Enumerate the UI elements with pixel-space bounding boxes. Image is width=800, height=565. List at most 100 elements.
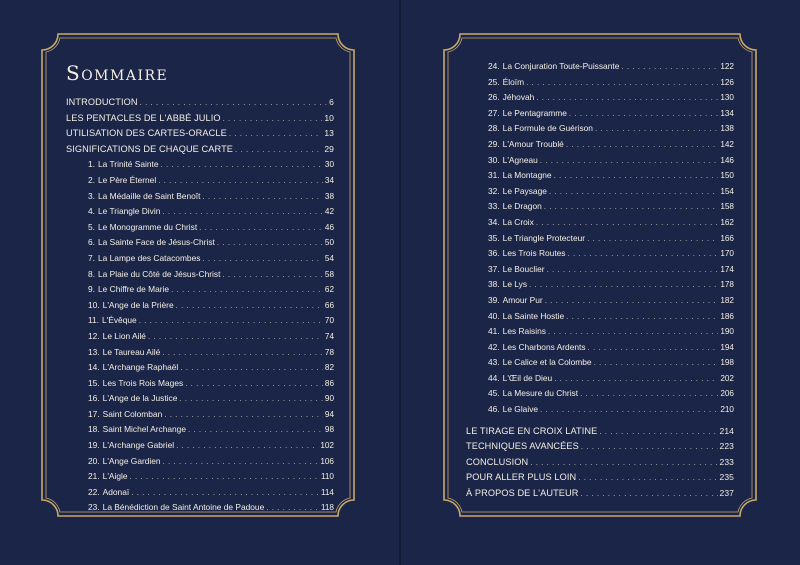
toc-card-entry[interactable]: 42. Les Charbons Ardents. . . . . . . . .… [466,340,734,356]
toc-card-entry[interactable]: 13. Le Taureau Ailé. . . . . . . . . . . … [66,345,334,361]
entry-number: 24. [488,61,500,71]
toc-card-entry[interactable]: 2. Le Père Éternel. . . . . . . . . . . .… [66,173,334,189]
toc-card-entry[interactable]: 26. Jéhovah. . . . . . . . . . . . . . . … [466,90,734,106]
toc-card-entry[interactable]: 12. Le Lion Ailé. . . . . . . . . . . . .… [66,329,334,345]
toc-card-entry[interactable]: 15. Les Trois Rois Mages. . . . . . . . .… [66,376,334,392]
entry-title: Le Lys [502,279,528,290]
toc-section-entry[interactable]: LE TIRAGE EN CROIX LATINE. . . . . . . .… [466,424,734,440]
page-number: 146 [720,155,734,165]
toc-card-entry[interactable]: 44. L'Œil de Dieu. . . . . . . . . . . . … [466,371,734,387]
entry-label: 13. Le Taureau Ailé [88,345,160,361]
toc-card-entry[interactable]: 31. La Montagne. . . . . . . . . . . . . … [466,168,734,184]
toc-card-entry[interactable]: 10. L'Ange de la Prière. . . . . . . . . … [66,298,334,314]
toc-card-entry[interactable]: 9. Le Chiffre de Marie. . . . . . . . . .… [66,282,334,298]
page-number: 166 [720,233,734,243]
toc-section-entry[interactable]: CONCLUSION. . . . . . . . . . . . . . . … [466,455,734,471]
dot-leader: . . . . . . . . . . . . . . . . . . . . … [594,124,718,134]
page-number: 122 [720,62,734,71]
entry-number: 19. [88,440,100,451]
dot-leader: . . . . . . . . . . . . . . . . . . . . … [162,347,323,357]
dot-leader: . . . . . . . . . . . . . . . . . . . . … [543,202,719,212]
entry-title: Les Raisins [502,326,546,337]
toc-card-entry[interactable]: 45. La Mesure du Christ. . . . . . . . . … [466,386,734,402]
page-number: 54 [324,253,334,263]
toc-card-entry[interactable]: 35. Le Triangle Protecteur. . . . . . . .… [466,231,734,247]
toc-card-entry[interactable]: 21. L'Aigle. . . . . . . . . . . . . . . … [66,469,334,485]
toc-section-entry[interactable]: TECHNIQUES AVANCÉES. . . . . . . . . . .… [466,439,734,455]
toc-card-entry[interactable]: 8. La Plaie du Côté de Jésus-Christ. . . … [66,267,334,283]
toc-card-entry[interactable]: 7. La Lampe des Catacombes. . . . . . . .… [66,251,334,267]
toc-card-entry[interactable]: 11. L'Évêque. . . . . . . . . . . . . . .… [66,313,334,329]
toc-card-entry[interactable]: 27. Le Pentagramme. . . . . . . . . . . .… [466,106,734,122]
entry-label: 5. Le Monogramme du Christ [88,220,197,236]
toc-card-entry[interactable]: 40. La Sainte Hostie. . . . . . . . . . .… [466,309,734,325]
toc-card-entry[interactable]: 41. Les Raisins. . . . . . . . . . . . . … [466,324,734,340]
entry-title: Saint Michel Archange [102,424,186,435]
entry-number: 8. [88,268,95,279]
toc-card-entry[interactable]: 1. La Trinité Sainte. . . . . . . . . . .… [66,157,334,173]
toc-section-entry[interactable]: POUR ALLER PLUS LOIN. . . . . . . . . . … [466,470,734,486]
entry-number: 11. [88,315,100,326]
toc-card-entry[interactable]: 43. Le Calice et la Colombe. . . . . . . … [466,355,734,371]
toc-section-entry[interactable]: INTRODUCTION. . . . . . . . . . . . . . … [66,95,334,111]
dot-leader: . . . . . . . . . . . . . . . . . . . . … [544,295,719,305]
entry-number: 4. [88,206,95,217]
left-page: Sommaire INTRODUCTION. . . . . . . . . .… [66,60,334,516]
entry-title: La Trinité Sainte [98,159,159,170]
toc-card-entry[interactable]: 37. Le Bouclier. . . . . . . . . . . . . … [466,262,734,278]
toc-card-entry[interactable]: 14. L'Archange Raphaël. . . . . . . . . .… [66,360,334,376]
toc-card-entry[interactable]: 32. Le Paysage. . . . . . . . . . . . . .… [466,184,734,200]
page-number: 94 [324,409,334,419]
toc-card-entry[interactable]: 36. Les Trois Routes. . . . . . . . . . .… [466,246,734,262]
entry-title: L'Amour Troublé [502,138,564,149]
entry-number: 9. [88,284,95,295]
entry-label: 2. Le Père Éternel [88,173,156,189]
toc-card-entry[interactable]: 5. Le Monogramme du Christ. . . . . . . .… [66,220,334,236]
page-number: 162 [720,217,734,227]
dot-leader: . . . . . . . . . . . . . . . . . . . . … [526,77,718,87]
toc-card-entry[interactable]: 23. La Bénédiction de Saint Antoine de Pa… [66,500,334,516]
dot-leader: . . . . . . . . . . . . . . . . . . . . … [536,93,718,103]
left-card-list: 1. La Trinité Sainte . . . . . . . . . . .… [66,157,334,516]
toc-section-entry[interactable]: À PROPOS DE L'AUTEUR. . . . . . . . . . … [466,486,734,502]
entry-number: 12. [88,330,100,341]
entry-label: 35. Le Triangle Protecteur [488,231,585,247]
toc-card-entry[interactable]: 22. Adonaï. . . . . . . . . . . . . . . .… [66,485,334,501]
toc-card-entry[interactable]: 17. Saint Colomban. . . . . . . . . . . .… [66,407,334,423]
entry-number: 6. [88,237,95,248]
toc-card-entry[interactable]: 6. La Sainte Face de Jésus-Christ. . . . … [66,235,334,251]
toc-card-entry[interactable]: 38. Le Lys. . . . . . . . . . . . . . . .… [466,277,734,293]
dot-leader: . . . . . . . . . . . . . . . . . . . . … [565,139,718,149]
entry-label: 38. Le Lys [488,277,527,293]
toc-card-entry[interactable]: 19. L'Archange Gabriel. . . . . . . . . .… [66,438,334,454]
toc-card-entry[interactable]: 39. Amour Pur. . . . . . . . . . . . . . … [466,293,734,309]
toc-card-entry[interactable]: 25. Éloïm. . . . . . . . . . . . . . . . … [466,75,734,91]
entry-number: 40. [488,310,500,321]
entry-number: 45. [488,388,500,399]
entry-number: 37. [488,263,500,274]
dot-leader: . . . . . . . . . . . . . . . . . . . . … [162,207,323,217]
toc-card-entry[interactable]: 20. L'Ange Gardien. . . . . . . . . . . .… [66,454,334,470]
toc-card-entry[interactable]: 3. La Médaille de Saint Benoît. . . . . .… [66,189,334,205]
toc-card-entry[interactable]: 29. L'Amour Troublé. . . . . . . . . . . … [466,137,734,153]
entry-label: 12. Le Lion Ailé [88,329,146,345]
toc-section-entry[interactable]: UTILISATION DES CARTES-ORACLE. . . . . .… [66,126,334,142]
toc-card-entry[interactable]: 4. Le Triangle Divin. . . . . . . . . . .… [66,204,334,220]
entry-title: L'Évêque [102,315,137,326]
entry-number: 7. [88,252,95,263]
page-number: 138 [720,124,734,134]
entry-number: 46. [488,404,500,415]
toc-card-entry[interactable]: 34. La Croix. . . . . . . . . . . . . . .… [466,215,734,231]
entry-number: 27. [488,107,500,118]
toc-card-entry[interactable]: 18. Saint Michel Archange. . . . . . . . … [66,422,334,438]
toc-card-entry[interactable]: 16. L'Ange de la Justice. . . . . . . . .… [66,391,334,407]
toc-card-entry[interactable]: 30. L'Agneau. . . . . . . . . . . . . . .… [466,153,734,169]
page-number: 118 [320,503,334,513]
toc-card-entry[interactable]: 46. Le Glaive. . . . . . . . . . . . . . … [466,402,734,418]
entry-title: Le Glaive [502,404,539,415]
toc-card-entry[interactable]: 28. La Formule de Guérison. . . . . . . .… [466,121,734,137]
toc-section-entry[interactable]: SIGNIFICATIONS DE CHAQUE CARTE. . . . . … [66,142,334,158]
toc-section-entry[interactable]: LES PENTACLES DE L'ABBÉ JULIO. . . . . .… [66,111,334,127]
toc-card-entry[interactable]: 24. La Conjuration Toute-Puissante. . . .… [466,59,734,75]
toc-card-entry[interactable]: 33. Le Dragon. . . . . . . . . . . . . . … [466,199,734,215]
